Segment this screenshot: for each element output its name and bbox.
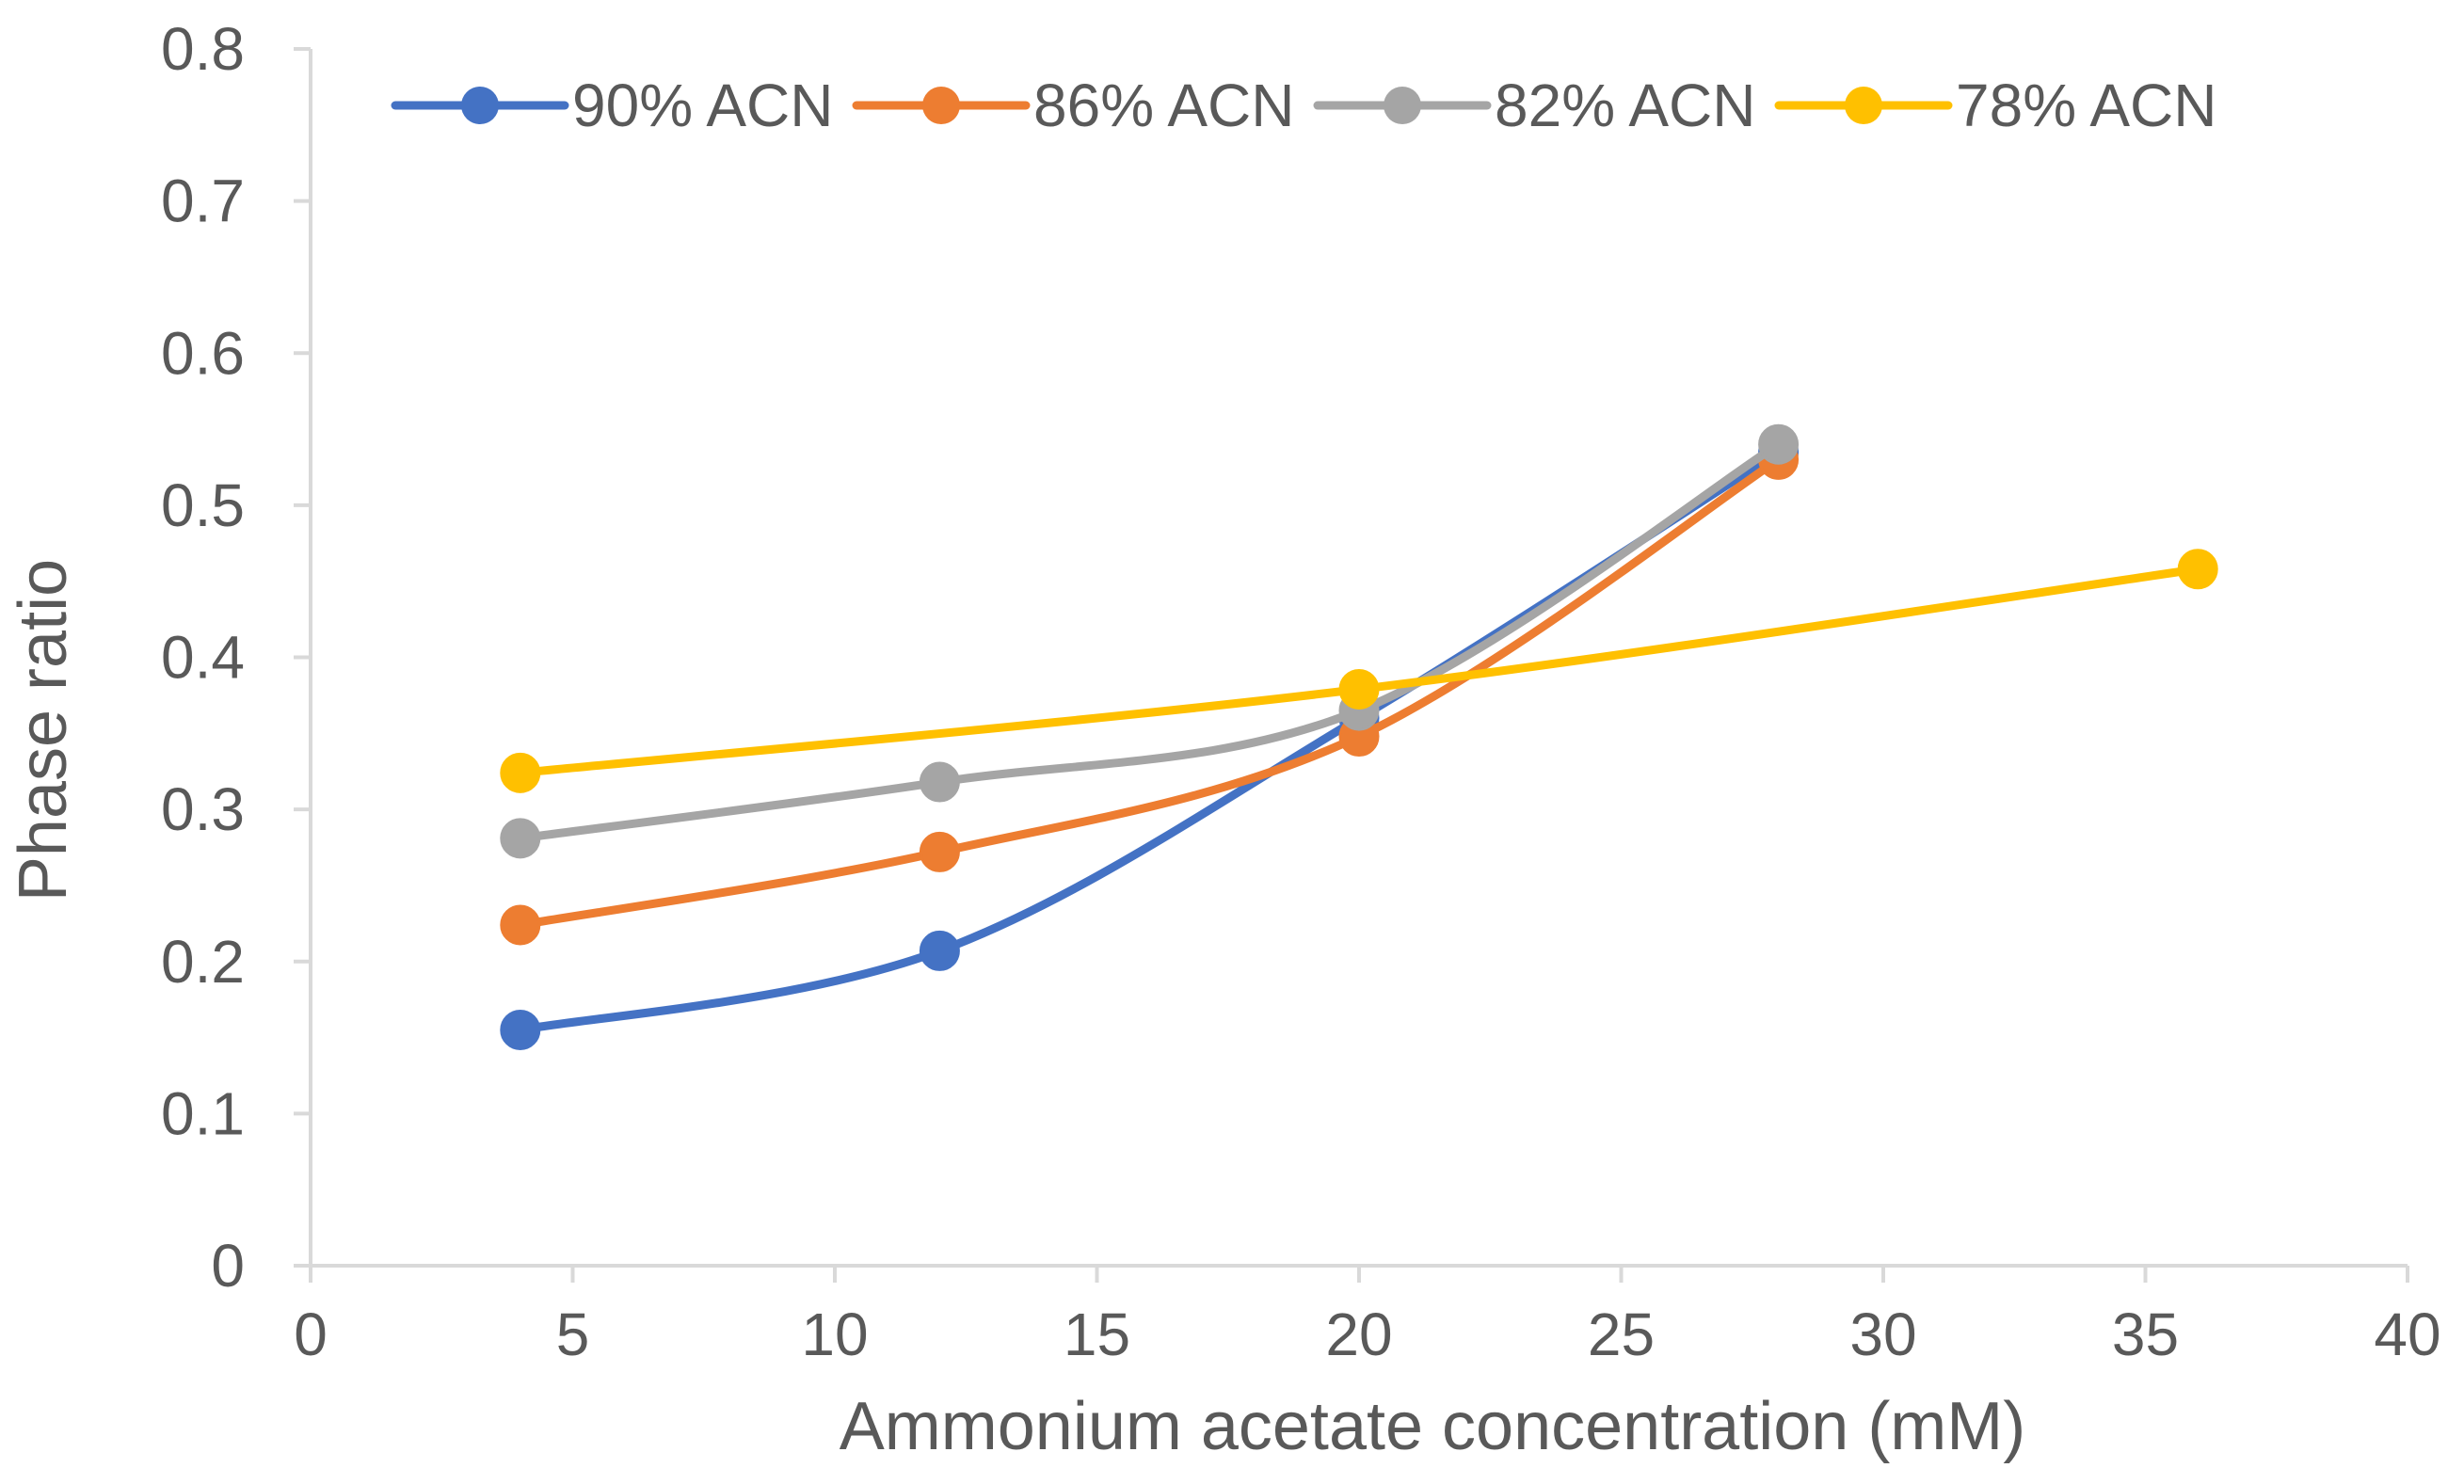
x-tick-label: 0 xyxy=(294,1300,328,1368)
y-tick-label: 0 xyxy=(211,1232,245,1300)
series-86-acn xyxy=(500,439,1800,946)
legend: 90% ACN 86% ACN 82% ACN 78% ACN xyxy=(391,72,2216,139)
data-point xyxy=(500,752,541,793)
series-layer xyxy=(500,423,2218,1050)
y-tick-label: 0.3 xyxy=(161,775,245,843)
legend-swatch-marker xyxy=(922,87,960,124)
data-point xyxy=(500,904,541,946)
data-point xyxy=(1338,668,1380,710)
x-axis-title: Ammonium acetate concentration (mM) xyxy=(840,1389,2025,1464)
data-point xyxy=(500,1009,541,1050)
y-axis-title: Phase ratio xyxy=(6,559,81,902)
legend-label: 90% ACN xyxy=(572,72,833,139)
series-82-acn xyxy=(500,423,1800,859)
series-line xyxy=(516,447,1784,1034)
series-line xyxy=(516,439,1784,843)
legend-swatch-marker xyxy=(461,87,499,124)
y-tick-label: 0.5 xyxy=(161,471,245,539)
y-tick-label: 0.1 xyxy=(161,1079,245,1147)
axes: 0 0.1 0.2 0.3 0.4 0.5 0.6 0.7 0.8 0 5 10 15 20 25 30 35 4… xyxy=(161,15,2441,1368)
x-tick-label: 30 xyxy=(1849,1300,1916,1368)
x-tick-label: 20 xyxy=(1325,1300,1392,1368)
data-point xyxy=(2177,549,2218,590)
legend-swatch-marker xyxy=(1845,87,1882,124)
x-tick-label: 40 xyxy=(2374,1300,2440,1368)
legend-label: 78% ACN xyxy=(1956,72,2216,139)
x-tick-label: 25 xyxy=(1588,1300,1655,1368)
legend-item: 86% ACN xyxy=(852,72,1294,139)
y-tick-label: 0.6 xyxy=(161,319,245,387)
data-point xyxy=(500,818,541,859)
legend-item: 90% ACN xyxy=(391,72,833,139)
legend-label: 82% ACN xyxy=(1495,72,1755,139)
series-78-acn xyxy=(500,549,2218,793)
y-tick-label: 0.4 xyxy=(161,624,245,692)
data-point xyxy=(919,930,960,971)
series-90-acn xyxy=(500,431,1800,1050)
data-point xyxy=(1758,423,1800,465)
x-tick-label: 35 xyxy=(2112,1300,2179,1368)
data-point xyxy=(919,761,960,803)
legend-label: 86% ACN xyxy=(1033,72,1294,139)
y-tick-label: 0.7 xyxy=(161,168,245,235)
data-point xyxy=(919,831,960,872)
legend-item: 82% ACN xyxy=(1313,72,1755,139)
x-tick-label: 5 xyxy=(556,1300,590,1368)
y-tick-label: 0.8 xyxy=(161,15,245,83)
x-tick-label: 10 xyxy=(801,1300,868,1368)
legend-item: 78% ACN xyxy=(1774,72,2216,139)
x-tick-label: 15 xyxy=(1064,1300,1130,1368)
y-tick-label: 0.2 xyxy=(161,928,245,996)
legend-swatch-marker xyxy=(1384,87,1421,124)
series-line xyxy=(516,455,1784,930)
